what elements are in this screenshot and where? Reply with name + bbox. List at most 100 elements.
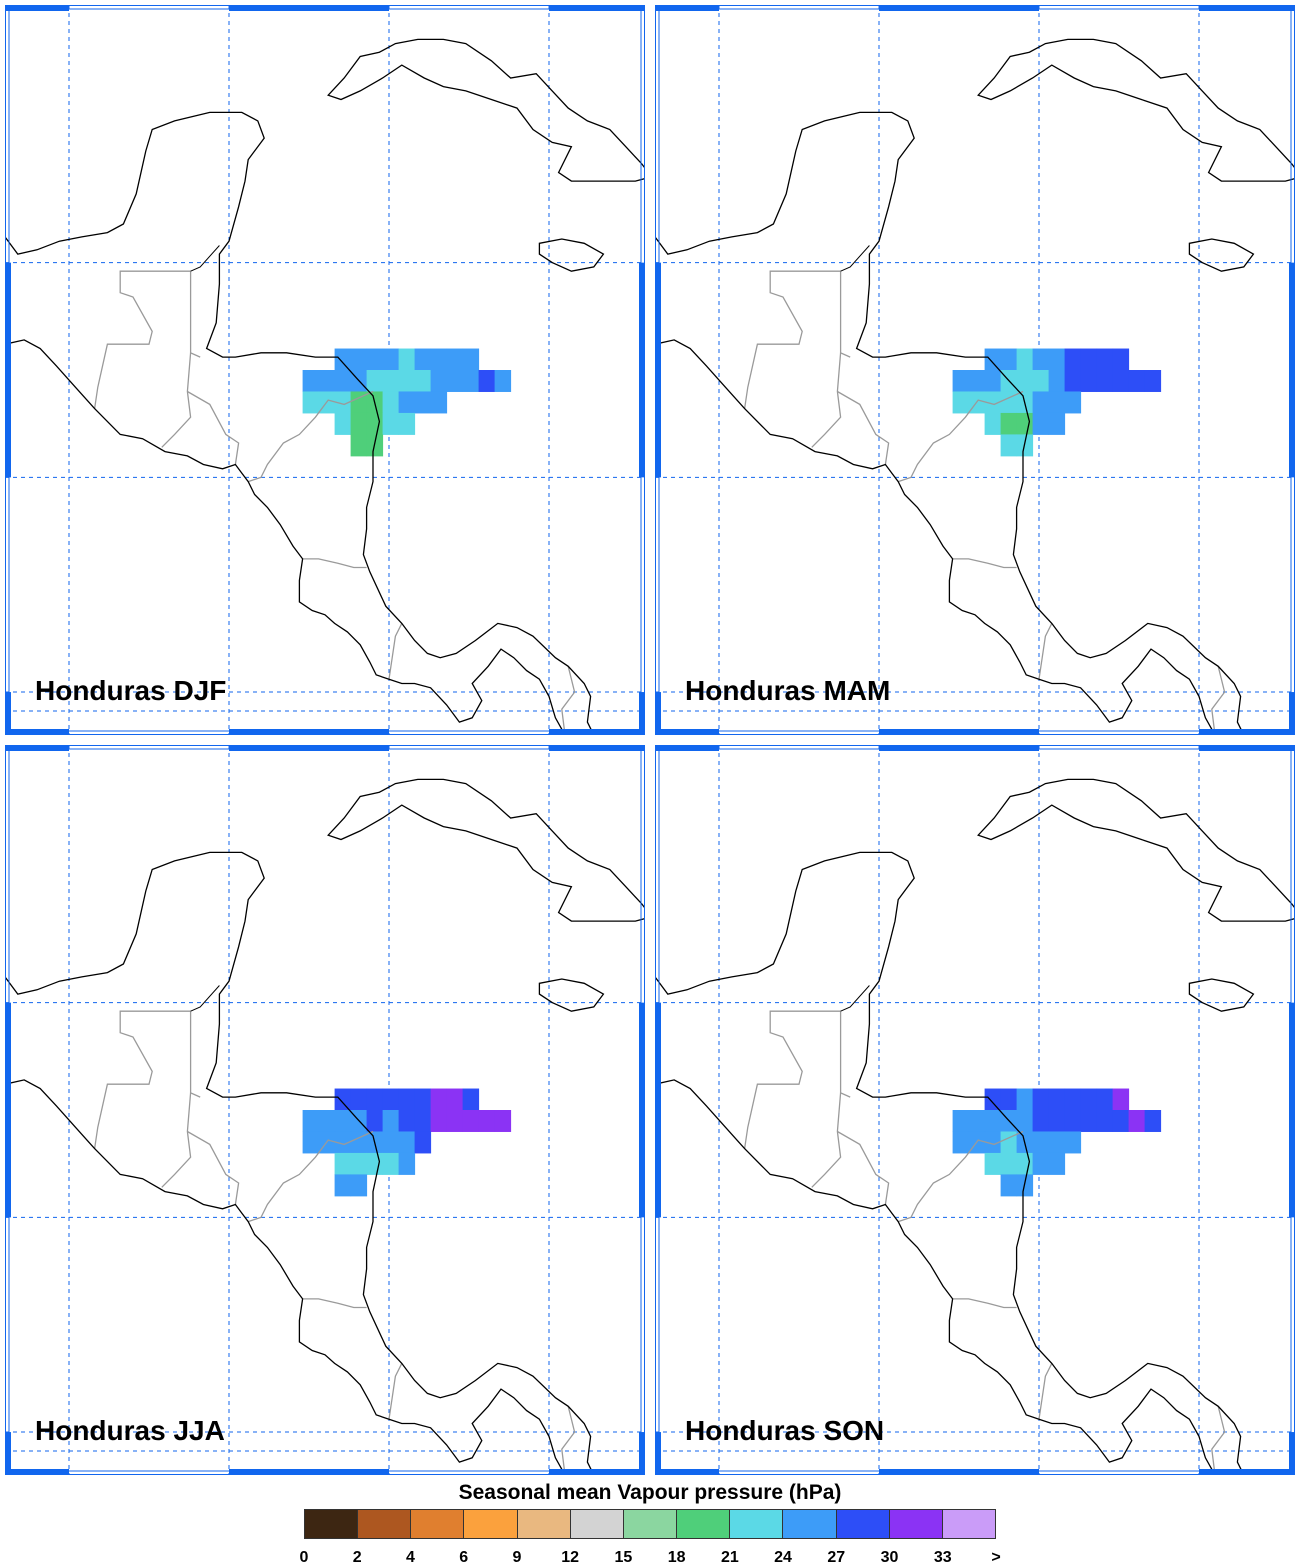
colorbar-tick-label: 12 [561,1549,580,1566]
colorbar-swatch [836,1509,890,1539]
colorbar-tick-label: 18 [667,1549,686,1566]
data-cell [366,1088,384,1111]
frame-segment [655,745,719,751]
colorbar-tick-label: 2 [352,1549,362,1566]
data-cell [446,348,464,371]
colorbar-swatch [517,1509,571,1539]
data-cell [1016,370,1034,392]
data-cell [382,348,400,371]
data-cell [478,1110,496,1132]
frame-segment [549,745,645,751]
frame-segment [639,1002,645,1218]
data-cell [1032,412,1050,435]
data-cell [1000,348,1018,371]
colorbar-tick-label: 9 [512,1549,522,1566]
data-cell [350,412,368,435]
country-border [189,271,201,358]
country-border [1038,1363,1053,1420]
colorbar-swatch [623,1509,678,1539]
colorbar-swatch [783,1509,837,1539]
country-border [952,558,1017,569]
data-cell [1016,1110,1034,1132]
data-cell [478,370,496,392]
map-svg [655,745,1295,1475]
country-border [839,271,851,358]
data-cell [1144,370,1162,392]
data-cell [1000,434,1018,457]
data-cell [1112,370,1130,392]
data-cell [1096,1088,1114,1111]
data-cell [334,370,352,392]
data-cell [398,391,416,414]
island-coastline [1188,238,1255,272]
data-cell [1000,1088,1018,1111]
data-cell [398,1088,416,1111]
island-coastline [1188,978,1255,1012]
coastline [655,1079,1216,1475]
frame-segment [655,262,661,478]
frame-segment [229,729,389,735]
data-cell [382,1131,400,1154]
data-cell [952,370,970,392]
country-border [189,1011,201,1098]
map-panel-son: Honduras SON [655,745,1295,1475]
country-border [897,390,1024,483]
data-cell [984,1152,1002,1175]
country-border [161,352,192,448]
country-border [561,666,576,735]
data-cell [1080,348,1098,371]
country-border [839,1011,851,1098]
frame-segment [639,1432,645,1475]
data-cell [1032,348,1050,371]
frame-segment [5,262,11,478]
data-cell [350,434,368,457]
data-cell [382,391,400,414]
data-cell [382,1088,400,1111]
frame-segment [655,1002,661,1218]
frame-segment [5,1469,69,1475]
country-border [388,623,403,680]
data-cell [414,391,432,414]
data-cell [350,1088,368,1111]
data-cell [1064,1131,1082,1154]
coastline [655,111,1245,735]
data-cell [984,1131,1002,1154]
data-cell [414,370,432,392]
colorbar-tick-label: 0 [299,1549,309,1566]
frame-segment [655,729,719,735]
island-coastline [538,978,605,1012]
country-border [1211,666,1226,735]
country-border [93,270,191,409]
data-cell [1032,370,1050,392]
island-coastline [327,38,645,182]
data-cell [1048,1110,1066,1132]
data-cell [1096,370,1114,392]
data-cell [398,412,416,435]
data-cell [1000,1174,1018,1197]
data-cell [430,370,448,392]
map-panel-jja: Honduras JJA [5,745,645,1475]
country-border [247,390,374,483]
colorbar-tick-label: 27 [827,1549,846,1566]
data-cell [984,1110,1002,1132]
country-border [187,390,240,465]
data-cell [984,1088,1002,1111]
data-cell [1032,1088,1050,1111]
map-panel-mam: Honduras MAM [655,5,1295,735]
data-cell [1064,370,1082,392]
data-cell [366,1110,384,1132]
frame-segment [5,729,69,735]
country-border [840,985,870,1012]
data-cell [1080,370,1098,392]
frame-segment [5,1432,11,1475]
data-cell [430,1088,448,1111]
colorbar-swatch [411,1509,465,1539]
country-border [743,1010,841,1149]
data-cell [430,1110,448,1132]
data-cell [382,412,400,435]
country-border [190,245,220,272]
data-cell [318,1110,336,1132]
colorbar-tick-label: 21 [720,1549,739,1566]
data-cell [334,1131,352,1154]
country-border [837,1130,890,1205]
